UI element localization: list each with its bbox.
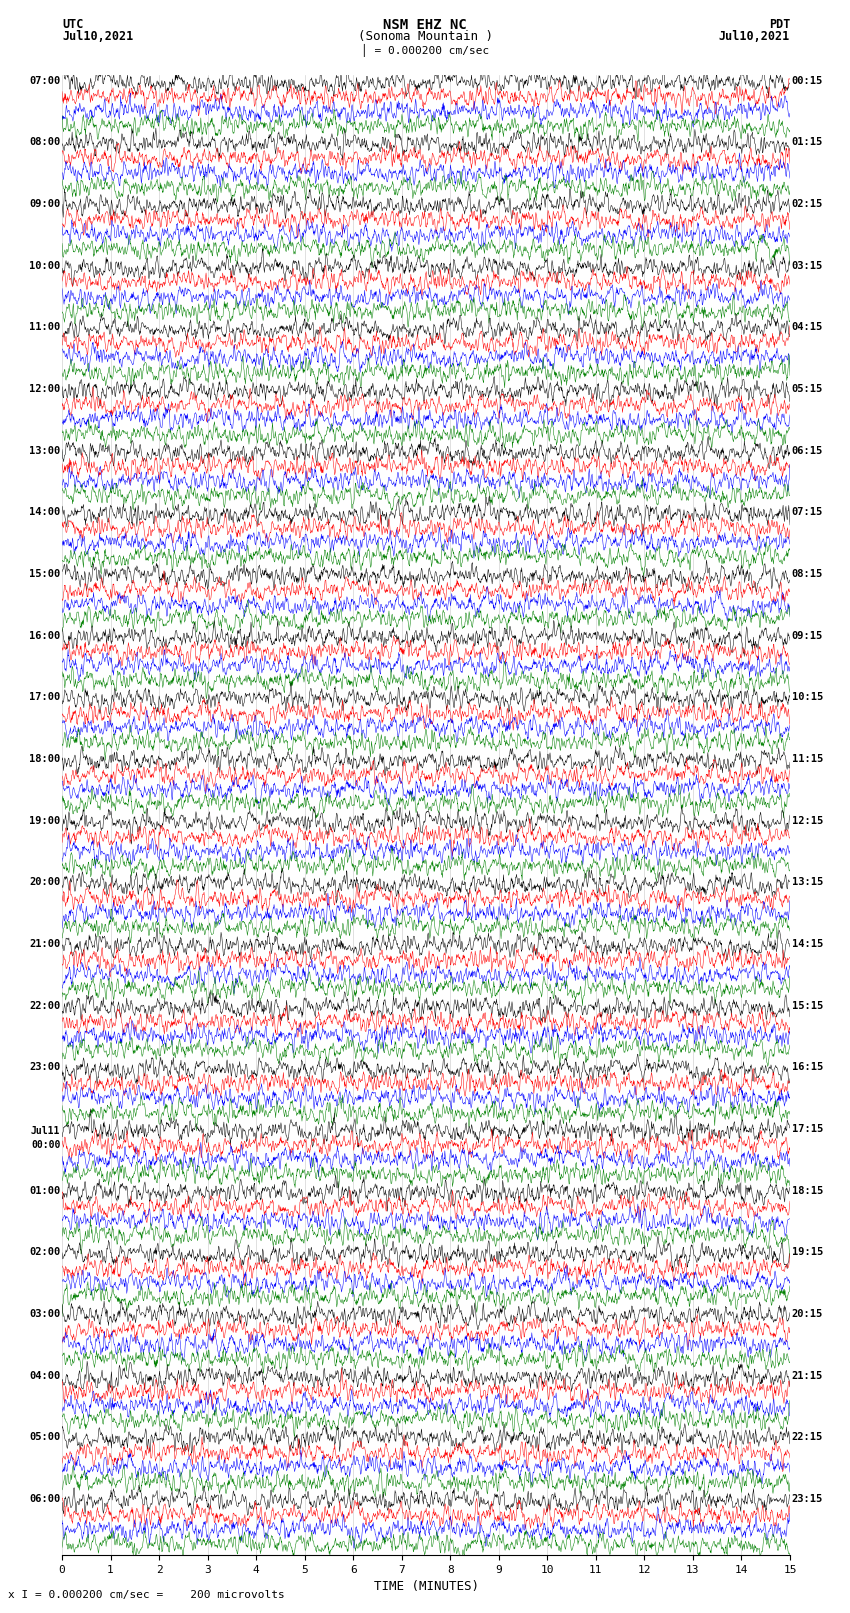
Text: 08:00: 08:00 bbox=[29, 137, 60, 147]
Text: 18:00: 18:00 bbox=[29, 755, 60, 765]
Text: x I = 0.000200 cm/sec =    200 microvolts: x I = 0.000200 cm/sec = 200 microvolts bbox=[8, 1590, 286, 1600]
Text: 10:00: 10:00 bbox=[29, 261, 60, 271]
Text: 17:00: 17:00 bbox=[29, 692, 60, 703]
Text: 16:00: 16:00 bbox=[29, 631, 60, 640]
Text: 08:15: 08:15 bbox=[791, 569, 823, 579]
Text: 03:15: 03:15 bbox=[791, 261, 823, 271]
Text: 09:15: 09:15 bbox=[791, 631, 823, 640]
Text: 07:15: 07:15 bbox=[791, 508, 823, 518]
Text: 06:15: 06:15 bbox=[791, 445, 823, 456]
Text: NSM EHZ NC: NSM EHZ NC bbox=[383, 18, 467, 32]
Text: 21:15: 21:15 bbox=[791, 1371, 823, 1381]
Text: 02:15: 02:15 bbox=[791, 198, 823, 210]
Text: 23:00: 23:00 bbox=[29, 1063, 60, 1073]
Text: 13:00: 13:00 bbox=[29, 445, 60, 456]
Text: 09:00: 09:00 bbox=[29, 198, 60, 210]
Text: PDT: PDT bbox=[768, 18, 790, 31]
Text: 20:00: 20:00 bbox=[29, 877, 60, 887]
Text: 14:15: 14:15 bbox=[791, 939, 823, 948]
Text: 14:00: 14:00 bbox=[29, 508, 60, 518]
Text: 20:15: 20:15 bbox=[791, 1310, 823, 1319]
Text: (Sonoma Mountain ): (Sonoma Mountain ) bbox=[358, 31, 492, 44]
Text: 13:15: 13:15 bbox=[791, 877, 823, 887]
Text: 22:00: 22:00 bbox=[29, 1000, 60, 1011]
Text: 23:15: 23:15 bbox=[791, 1494, 823, 1505]
Text: 15:00: 15:00 bbox=[29, 569, 60, 579]
Text: 11:00: 11:00 bbox=[29, 323, 60, 332]
Text: │ = 0.000200 cm/sec: │ = 0.000200 cm/sec bbox=[361, 44, 489, 56]
Text: 05:00: 05:00 bbox=[29, 1432, 60, 1442]
Text: 01:00: 01:00 bbox=[29, 1186, 60, 1195]
Text: 00:00: 00:00 bbox=[31, 1140, 60, 1150]
Text: Jul10,2021: Jul10,2021 bbox=[719, 31, 790, 44]
X-axis label: TIME (MINUTES): TIME (MINUTES) bbox=[373, 1581, 479, 1594]
Text: 00:15: 00:15 bbox=[791, 76, 823, 85]
Text: 22:15: 22:15 bbox=[791, 1432, 823, 1442]
Text: 19:00: 19:00 bbox=[29, 816, 60, 826]
Text: 12:00: 12:00 bbox=[29, 384, 60, 394]
Text: Jul10,2021: Jul10,2021 bbox=[62, 31, 133, 44]
Text: 15:15: 15:15 bbox=[791, 1000, 823, 1011]
Text: 11:15: 11:15 bbox=[791, 755, 823, 765]
Text: Jul11: Jul11 bbox=[31, 1126, 60, 1136]
Text: 12:15: 12:15 bbox=[791, 816, 823, 826]
Text: 21:00: 21:00 bbox=[29, 939, 60, 948]
Text: 10:15: 10:15 bbox=[791, 692, 823, 703]
Text: 05:15: 05:15 bbox=[791, 384, 823, 394]
Text: 07:00: 07:00 bbox=[29, 76, 60, 85]
Text: 02:00: 02:00 bbox=[29, 1247, 60, 1258]
Text: 17:15: 17:15 bbox=[791, 1124, 823, 1134]
Text: 19:15: 19:15 bbox=[791, 1247, 823, 1258]
Text: 01:15: 01:15 bbox=[791, 137, 823, 147]
Text: 18:15: 18:15 bbox=[791, 1186, 823, 1195]
Text: 06:00: 06:00 bbox=[29, 1494, 60, 1505]
Text: 04:15: 04:15 bbox=[791, 323, 823, 332]
Text: UTC: UTC bbox=[62, 18, 83, 31]
Text: 03:00: 03:00 bbox=[29, 1310, 60, 1319]
Text: 04:00: 04:00 bbox=[29, 1371, 60, 1381]
Text: 16:15: 16:15 bbox=[791, 1063, 823, 1073]
